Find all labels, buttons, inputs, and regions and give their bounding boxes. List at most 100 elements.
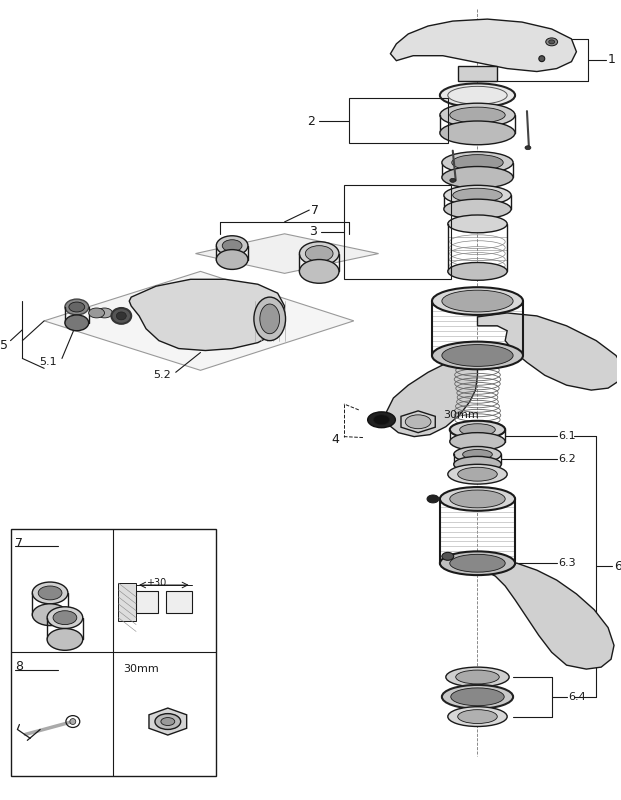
Ellipse shape: [444, 199, 511, 219]
Ellipse shape: [47, 606, 83, 629]
Ellipse shape: [432, 287, 523, 315]
Text: 6.2: 6.2: [559, 454, 576, 464]
Ellipse shape: [427, 495, 439, 503]
Text: 6.1: 6.1: [559, 430, 576, 441]
Ellipse shape: [450, 107, 505, 123]
Text: +30: +30: [146, 578, 166, 588]
Text: 2: 2: [307, 114, 315, 127]
Ellipse shape: [454, 456, 501, 472]
Ellipse shape: [458, 710, 497, 723]
Ellipse shape: [440, 551, 515, 575]
Polygon shape: [119, 583, 136, 621]
Polygon shape: [391, 19, 576, 71]
Text: 5.1: 5.1: [39, 358, 57, 367]
Ellipse shape: [442, 290, 513, 312]
Polygon shape: [196, 234, 379, 274]
Text: 5.2: 5.2: [153, 370, 171, 380]
Polygon shape: [386, 355, 478, 437]
Ellipse shape: [458, 467, 497, 481]
Ellipse shape: [453, 188, 502, 202]
Ellipse shape: [451, 154, 503, 170]
Ellipse shape: [254, 297, 286, 341]
Text: 1: 1: [608, 53, 616, 66]
Ellipse shape: [161, 718, 175, 726]
Ellipse shape: [69, 302, 84, 312]
Ellipse shape: [306, 246, 333, 262]
Ellipse shape: [299, 259, 339, 283]
Text: 6.4: 6.4: [568, 692, 586, 702]
Text: 30mm: 30mm: [124, 664, 159, 674]
Ellipse shape: [65, 315, 89, 330]
Bar: [349, 98, 448, 142]
Ellipse shape: [460, 424, 496, 436]
Ellipse shape: [451, 688, 504, 706]
Ellipse shape: [32, 604, 68, 626]
Ellipse shape: [450, 178, 456, 182]
Polygon shape: [149, 708, 187, 735]
Ellipse shape: [442, 166, 513, 188]
Ellipse shape: [444, 186, 511, 205]
Ellipse shape: [260, 304, 279, 334]
Ellipse shape: [89, 308, 104, 318]
Ellipse shape: [70, 718, 76, 725]
Ellipse shape: [539, 56, 545, 62]
Ellipse shape: [47, 629, 83, 650]
Text: 6.3: 6.3: [559, 558, 576, 568]
Ellipse shape: [450, 433, 505, 450]
Ellipse shape: [65, 299, 89, 315]
Ellipse shape: [406, 415, 431, 429]
Ellipse shape: [442, 345, 513, 366]
Ellipse shape: [216, 250, 248, 270]
Polygon shape: [129, 279, 284, 350]
Ellipse shape: [97, 308, 112, 318]
Bar: [166, 591, 191, 613]
Ellipse shape: [440, 103, 515, 127]
Ellipse shape: [222, 240, 242, 251]
Ellipse shape: [454, 446, 501, 462]
Ellipse shape: [432, 342, 523, 370]
Text: 5: 5: [0, 339, 7, 352]
Ellipse shape: [448, 262, 507, 280]
Ellipse shape: [368, 412, 396, 428]
Ellipse shape: [32, 582, 68, 604]
Text: 4: 4: [331, 433, 339, 446]
Ellipse shape: [442, 552, 454, 560]
Ellipse shape: [374, 415, 389, 425]
Ellipse shape: [442, 152, 513, 174]
Polygon shape: [44, 271, 354, 370]
Text: 6: 6: [614, 560, 621, 573]
Ellipse shape: [450, 554, 505, 572]
Bar: [344, 186, 451, 279]
Text: 30mm: 30mm: [443, 410, 479, 420]
Text: 7: 7: [16, 537, 24, 550]
Ellipse shape: [440, 121, 515, 145]
Text: 3: 3: [309, 226, 317, 238]
Ellipse shape: [53, 610, 77, 625]
Ellipse shape: [299, 242, 339, 266]
Polygon shape: [476, 558, 614, 669]
Polygon shape: [478, 313, 621, 390]
Ellipse shape: [39, 586, 62, 600]
Ellipse shape: [111, 308, 131, 324]
Ellipse shape: [448, 464, 507, 484]
Text: 8: 8: [16, 660, 24, 674]
Ellipse shape: [525, 146, 531, 150]
Ellipse shape: [216, 236, 248, 255]
Text: 7: 7: [311, 203, 319, 217]
Ellipse shape: [155, 714, 181, 730]
Ellipse shape: [450, 421, 505, 438]
Polygon shape: [401, 411, 435, 433]
Ellipse shape: [446, 667, 509, 687]
Ellipse shape: [546, 38, 558, 46]
Ellipse shape: [549, 40, 555, 44]
Ellipse shape: [440, 83, 515, 107]
Bar: [136, 591, 158, 613]
Ellipse shape: [448, 215, 507, 233]
Ellipse shape: [440, 487, 515, 511]
Polygon shape: [458, 66, 497, 82]
Ellipse shape: [456, 670, 499, 684]
Ellipse shape: [448, 706, 507, 726]
Ellipse shape: [463, 450, 492, 459]
Ellipse shape: [116, 312, 126, 320]
Ellipse shape: [450, 490, 505, 508]
